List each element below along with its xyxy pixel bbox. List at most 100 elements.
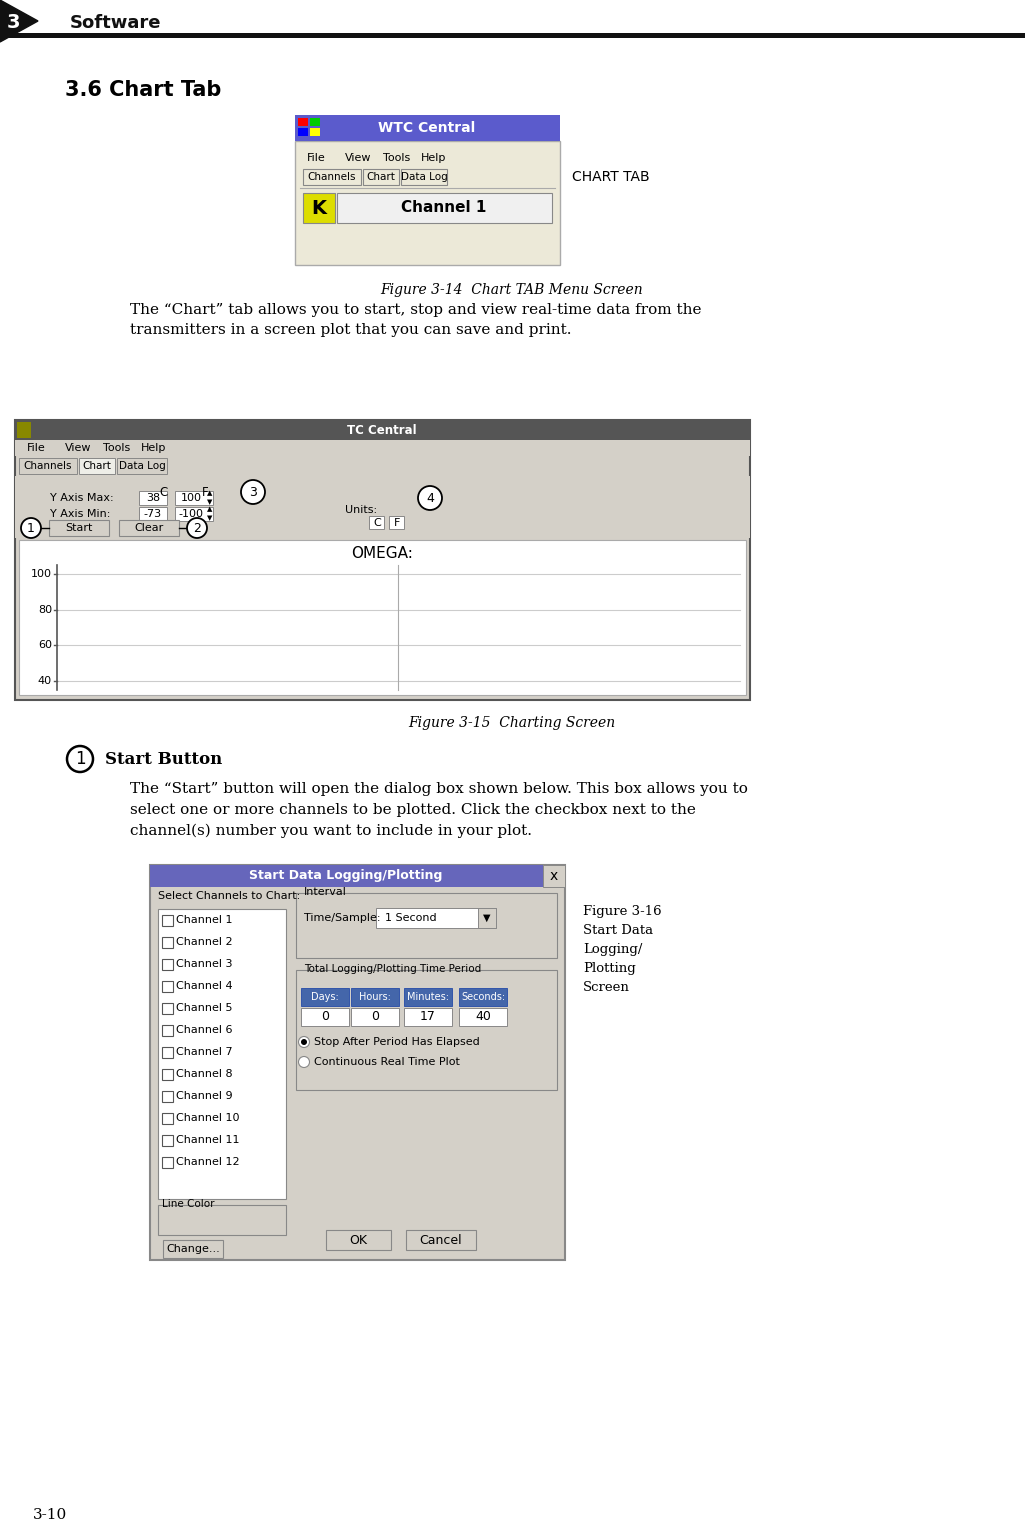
Text: Minutes:: Minutes: — [407, 991, 449, 1002]
Circle shape — [298, 1057, 310, 1067]
Text: transmitters in a screen plot that you can save and print.: transmitters in a screen plot that you c… — [130, 323, 572, 337]
Circle shape — [298, 1037, 310, 1048]
Text: 1: 1 — [27, 522, 35, 534]
Bar — [162, 1069, 173, 1080]
Text: ▼: ▼ — [483, 913, 491, 923]
Text: Select Channels to Chart:: Select Channels to Chart: — [158, 891, 300, 901]
Text: ▲: ▲ — [207, 506, 213, 512]
Text: 100: 100 — [31, 569, 52, 580]
Bar — [175, 506, 213, 522]
Text: Units:: Units: — [345, 505, 377, 515]
Text: 3: 3 — [6, 12, 19, 32]
Text: Channel 2: Channel 2 — [176, 936, 233, 947]
Bar — [295, 114, 560, 140]
Text: Channel 12: Channel 12 — [176, 1157, 240, 1167]
Text: Time/Sample:: Time/Sample: — [304, 913, 380, 923]
Text: 0: 0 — [321, 1011, 329, 1023]
Bar — [139, 491, 167, 505]
Text: OK: OK — [348, 1234, 367, 1246]
Bar — [301, 988, 348, 1007]
Text: Y Axis Min:: Y Axis Min: — [50, 509, 111, 518]
Text: 3: 3 — [249, 485, 257, 499]
Text: Channel 5: Channel 5 — [176, 1003, 233, 1013]
Text: Figure 3-14  Chart TAB Menu Screen: Figure 3-14 Chart TAB Menu Screen — [380, 284, 644, 297]
Text: 40: 40 — [38, 676, 52, 686]
Text: 80: 80 — [38, 604, 52, 615]
Text: Total Logging/Plotting Time Period: Total Logging/Plotting Time Period — [304, 964, 482, 974]
Bar — [162, 981, 173, 991]
Text: Channel 1: Channel 1 — [176, 915, 233, 926]
Text: Start Data Logging/Plotting: Start Data Logging/Plotting — [249, 869, 443, 883]
Bar — [303, 194, 335, 223]
Bar — [162, 1157, 173, 1168]
Text: Channel 10: Channel 10 — [176, 1113, 240, 1122]
Text: Channel 8: Channel 8 — [176, 1069, 233, 1080]
Text: Start: Start — [66, 523, 92, 534]
Text: Figure 3-16: Figure 3-16 — [583, 904, 661, 918]
Bar — [310, 128, 320, 136]
Text: Continuous Real Time Plot: Continuous Real Time Plot — [314, 1057, 460, 1067]
Bar — [298, 117, 308, 127]
Text: Data Log: Data Log — [401, 172, 447, 181]
Text: Y Axis Max:: Y Axis Max: — [50, 493, 114, 503]
Text: -73: -73 — [144, 509, 162, 518]
Bar — [162, 1048, 173, 1058]
Text: CHART TAB: CHART TAB — [572, 169, 650, 185]
Text: The “Chart” tab allows you to start, stop and view real-time data from the: The “Chart” tab allows you to start, sto… — [130, 303, 701, 317]
Bar — [162, 959, 173, 970]
Text: 60: 60 — [38, 640, 52, 650]
Bar — [298, 128, 308, 136]
Bar — [79, 458, 115, 474]
Bar — [390, 515, 404, 529]
Text: File: File — [27, 442, 46, 453]
Text: select one or more channels to be plotted. Click the checkbox next to the: select one or more channels to be plotte… — [130, 804, 696, 817]
Circle shape — [418, 486, 442, 509]
Text: 17: 17 — [420, 1011, 436, 1023]
Text: ▼: ▼ — [207, 499, 213, 505]
Text: Figure 3-15  Charting Screen: Figure 3-15 Charting Screen — [408, 717, 616, 730]
Bar — [15, 476, 750, 538]
Bar — [351, 988, 399, 1007]
Text: File: File — [308, 152, 326, 163]
Bar — [326, 1231, 391, 1250]
Text: 100: 100 — [180, 493, 202, 503]
Text: C: C — [159, 486, 167, 499]
Bar — [162, 1025, 173, 1035]
Bar — [404, 988, 452, 1007]
Bar — [162, 1135, 173, 1145]
Bar — [17, 422, 31, 438]
Bar — [351, 1008, 399, 1026]
Text: Days:: Days: — [312, 991, 339, 1002]
Polygon shape — [0, 0, 38, 43]
Bar — [0, 34, 1025, 38]
Bar — [162, 915, 173, 926]
Bar — [301, 1008, 348, 1026]
Text: F: F — [202, 486, 208, 499]
Text: Clear: Clear — [134, 523, 164, 534]
Bar — [404, 1008, 452, 1026]
Bar — [38, 0, 1025, 32]
Text: Channels: Channels — [24, 461, 72, 471]
Text: Chart: Chart — [83, 461, 112, 471]
Text: 2: 2 — [193, 522, 201, 534]
Bar — [175, 491, 213, 505]
Text: 40: 40 — [475, 1011, 491, 1023]
Text: Data Log: Data Log — [119, 461, 165, 471]
Text: Tools: Tools — [383, 152, 410, 163]
Bar — [119, 520, 179, 535]
Text: Software: Software — [70, 14, 162, 32]
Circle shape — [301, 1039, 308, 1045]
Bar — [296, 970, 557, 1090]
Bar — [303, 169, 361, 185]
Text: K: K — [312, 198, 327, 218]
Text: 4: 4 — [426, 491, 434, 505]
Text: The “Start” button will open the dialog box shown below. This box allows you to: The “Start” button will open the dialog … — [130, 782, 748, 796]
Bar — [337, 194, 552, 223]
Text: Start Button: Start Button — [105, 750, 222, 767]
Text: Plotting: Plotting — [583, 962, 636, 974]
Text: Channel 9: Channel 9 — [176, 1090, 233, 1101]
Bar — [117, 458, 167, 474]
Text: 0: 0 — [371, 1011, 379, 1023]
Text: Channel 1: Channel 1 — [402, 200, 487, 215]
Bar — [543, 865, 565, 888]
